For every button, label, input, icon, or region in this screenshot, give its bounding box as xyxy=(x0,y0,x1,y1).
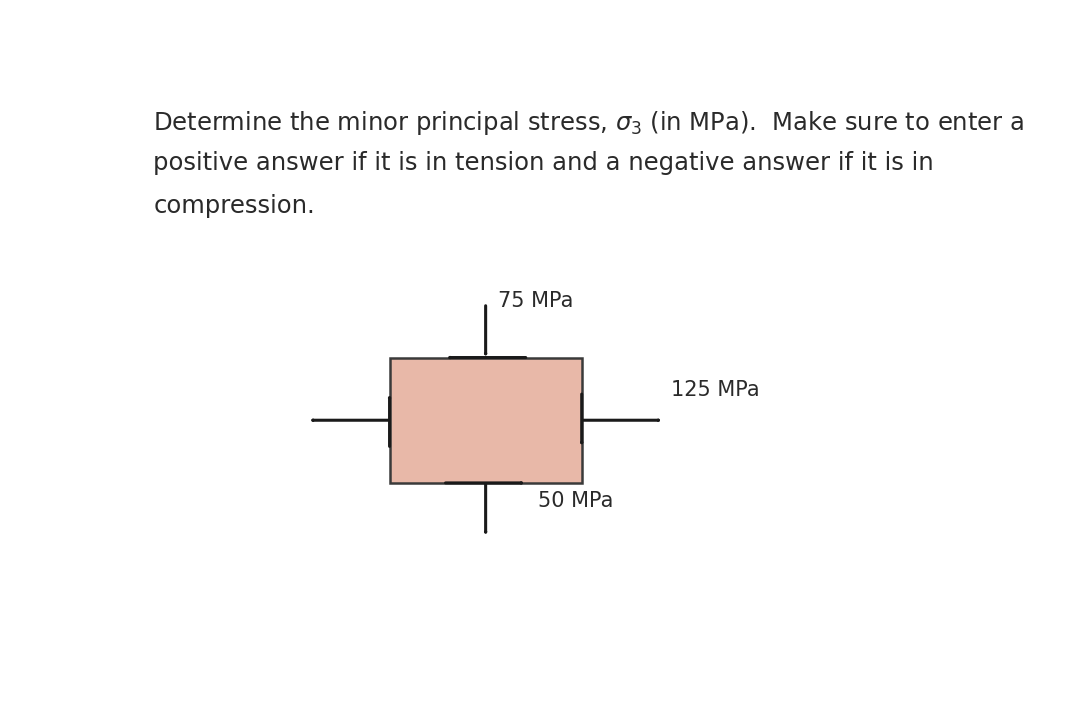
Bar xyxy=(389,358,582,483)
Text: 75 MPa: 75 MPa xyxy=(498,292,573,312)
Text: positive answer if it is in tension and a negative answer if it is in: positive answer if it is in tension and … xyxy=(153,152,934,176)
Text: 50 MPa: 50 MPa xyxy=(538,491,613,511)
Text: Determine the minor principal stress, $\sigma_3$ (in MPa).  Make sure to enter a: Determine the minor principal stress, $\… xyxy=(153,110,1024,137)
Text: 125 MPa: 125 MPa xyxy=(672,380,760,400)
Text: compression.: compression. xyxy=(153,194,315,218)
